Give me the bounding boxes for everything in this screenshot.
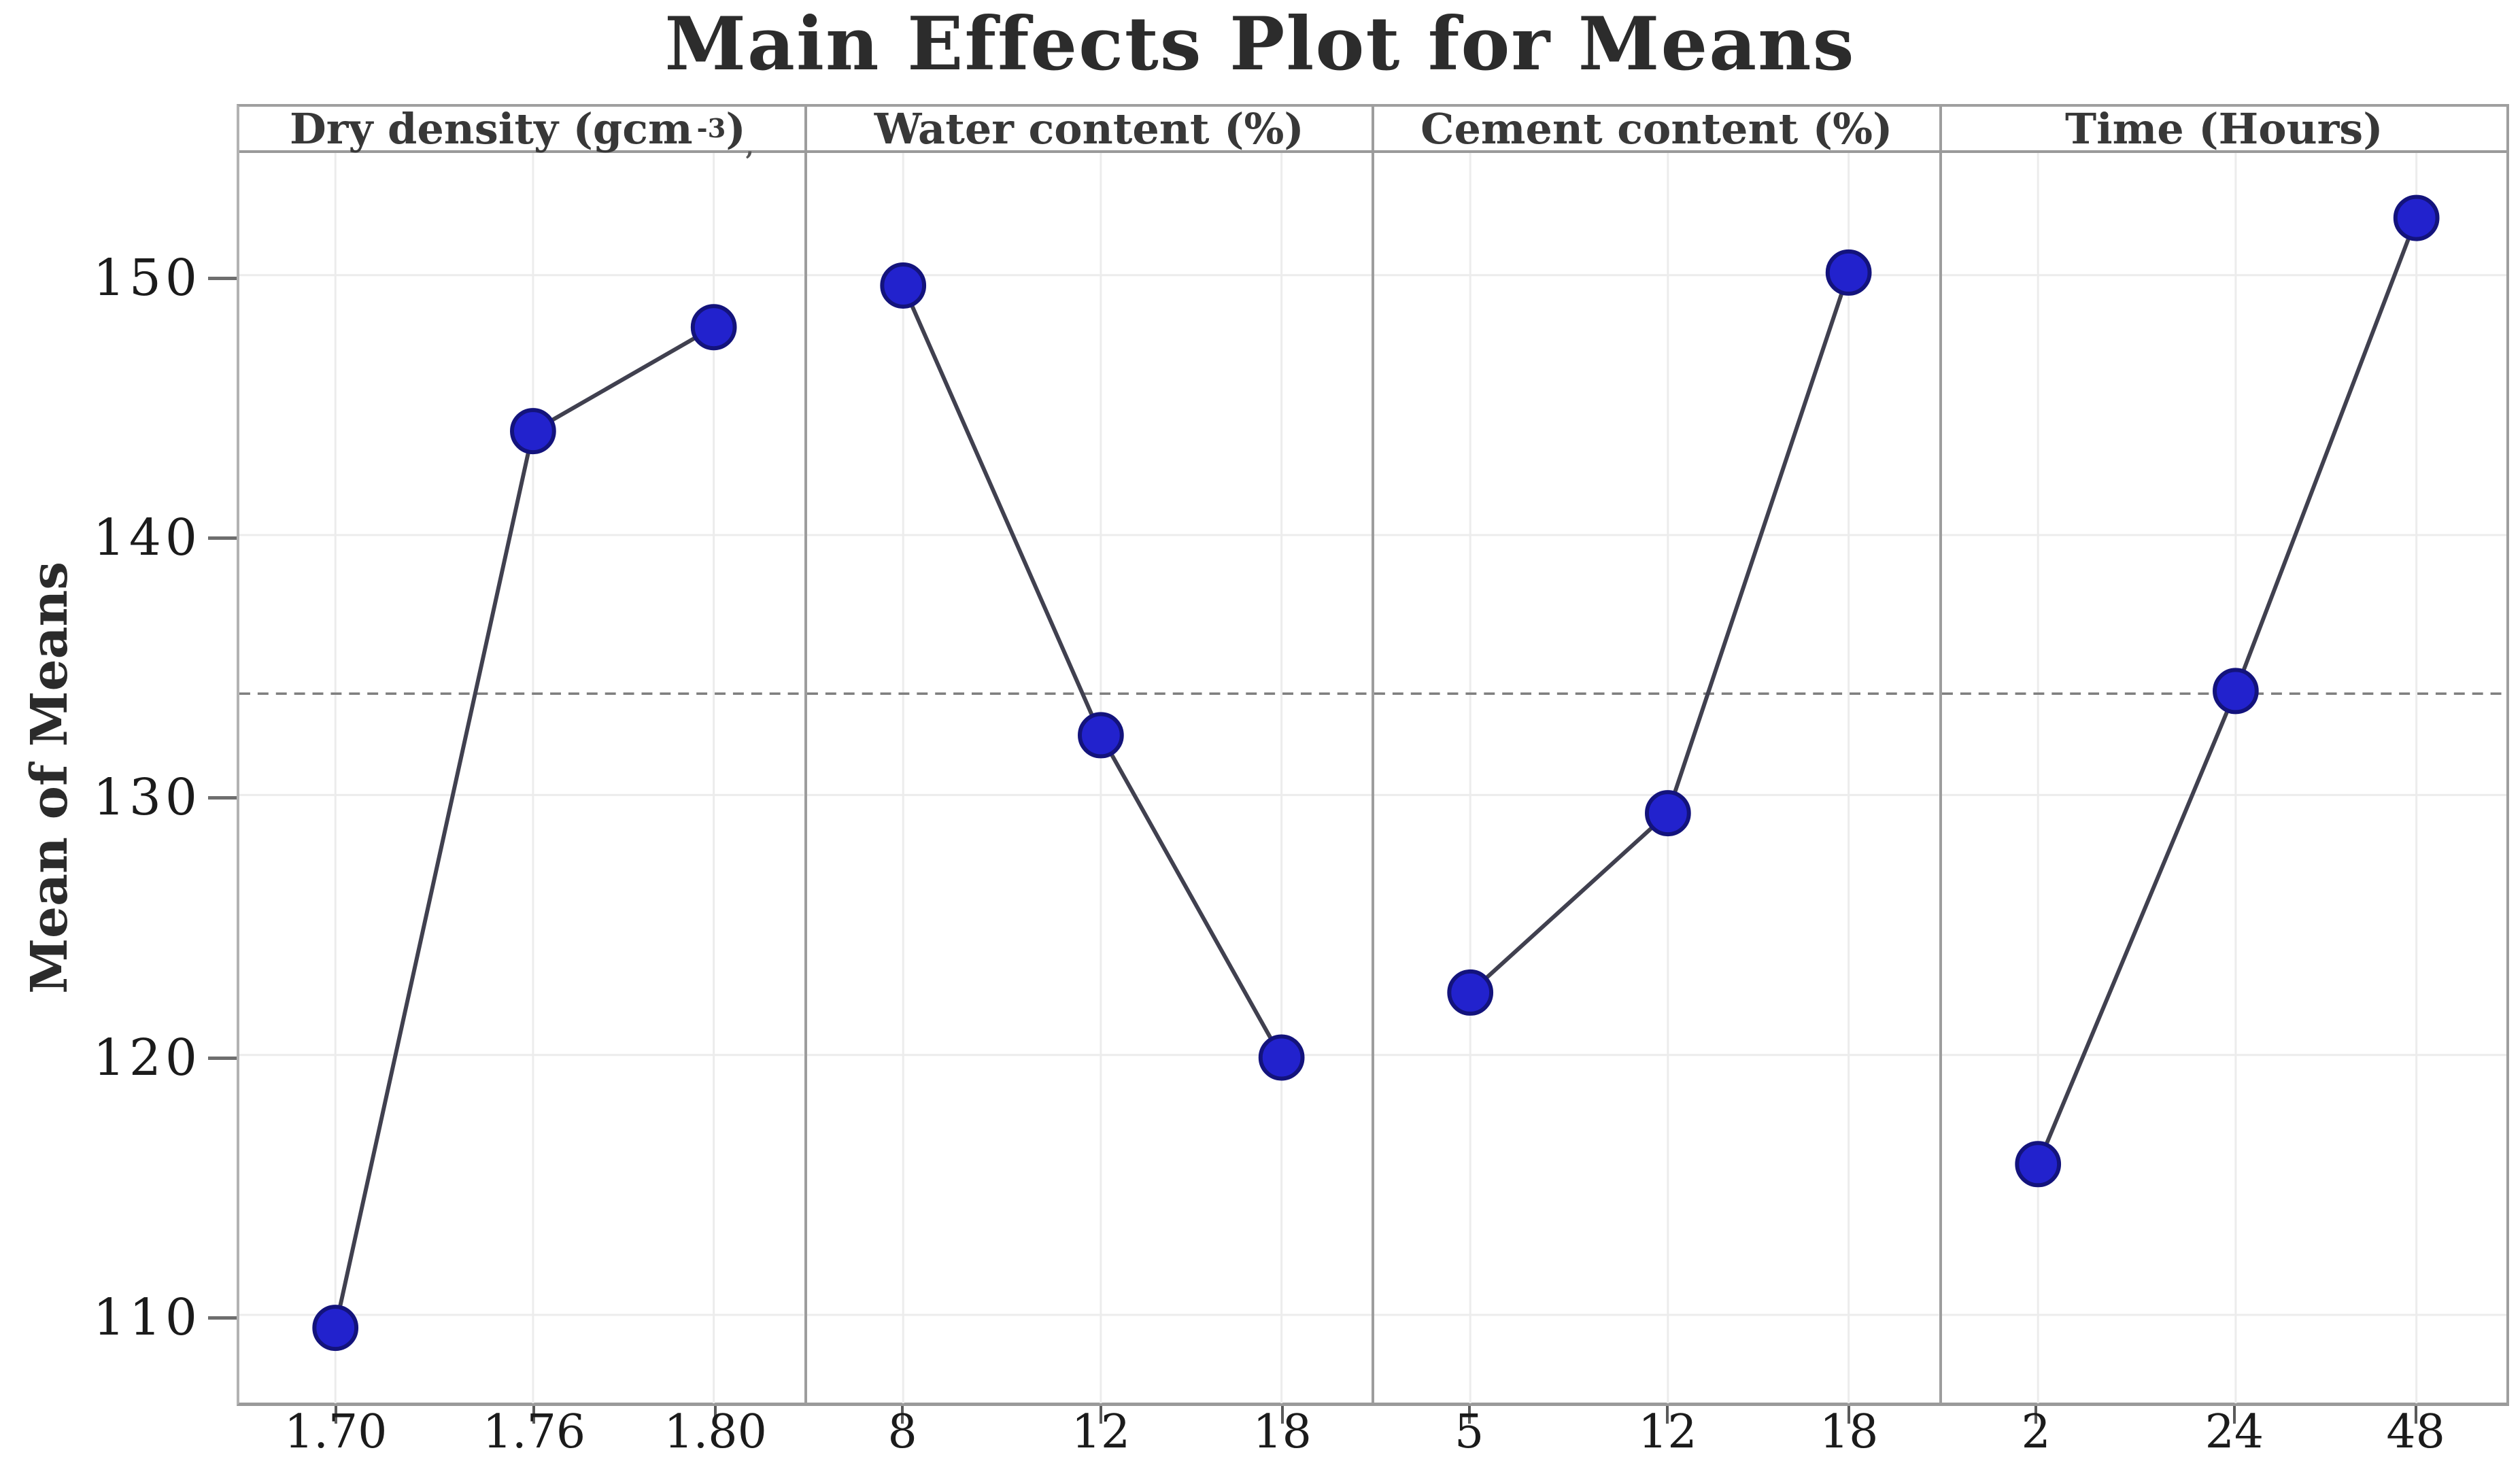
x-tick-label: 18 — [1819, 1405, 1879, 1459]
panel-header-time: Time (Hours) — [2064, 103, 2383, 154]
data-point — [1825, 249, 1872, 296]
panel-header-dry-density-text: Dry density (gcm — [289, 103, 693, 154]
x-tick-label: 5 — [1454, 1405, 1484, 1459]
x-tick-mark — [2034, 1406, 2038, 1424]
data-point — [1258, 1034, 1305, 1081]
x-tick-mark — [1099, 1406, 1102, 1424]
y-tick-mark — [208, 1056, 237, 1060]
data-point — [690, 304, 737, 351]
panel-header-water-content: Water content (%) — [807, 104, 1374, 154]
x-tick-label: 48 — [2386, 1405, 2445, 1459]
panel-2 — [806, 153, 1374, 1403]
data-point — [1077, 712, 1124, 759]
x-tick-mark — [901, 1406, 904, 1424]
panel-header-cement-content: Cement content (%) — [1374, 104, 1942, 154]
x-tick-label: 1.80 — [664, 1405, 767, 1459]
panel-1 — [239, 153, 807, 1403]
panel-svg-4 — [1941, 153, 2506, 1403]
panel-svg-2 — [806, 153, 1372, 1403]
y-tick-label: 120 — [92, 1028, 201, 1087]
panel-header-band: Dry density (gcm -3), Water content (%) C… — [239, 103, 2506, 161]
panel-svg-1 — [239, 153, 804, 1403]
panel-header-dry-density-paren: ) — [726, 103, 746, 154]
y-tick-label: 110 — [92, 1288, 201, 1347]
series-line — [900, 284, 1283, 1059]
data-point — [1645, 790, 1691, 837]
x-tick-label: 12 — [1638, 1405, 1697, 1459]
y-tick-mark — [208, 1316, 237, 1320]
x-tick-mark — [334, 1406, 337, 1424]
data-point — [2014, 1141, 2061, 1188]
y-tick-mark — [208, 276, 237, 280]
y-tick-label: 150 — [92, 248, 201, 307]
panel-svg-3 — [1374, 153, 1939, 1403]
panel-header-dry-density: Dry density (gcm -3), — [239, 104, 807, 161]
x-tick-mark — [2232, 1406, 2236, 1424]
series-line — [333, 325, 715, 1328]
plot-area: Dry density (gcm -3), Water content (%) C… — [237, 104, 2509, 1406]
x-tick-mark — [2414, 1406, 2417, 1424]
x-tick-label: 18 — [1253, 1405, 1312, 1459]
x-tick-mark — [1280, 1406, 1284, 1424]
data-point — [1447, 969, 1494, 1016]
x-tick-mark — [1666, 1406, 1669, 1424]
x-tick-label: 1.76 — [482, 1405, 586, 1459]
x-tick-label: 12 — [1071, 1405, 1131, 1459]
y-tick-label: 130 — [92, 768, 201, 827]
x-tick-mark — [1467, 1406, 1471, 1424]
x-tick-label: 24 — [2204, 1405, 2264, 1459]
x-tick-mark — [532, 1406, 536, 1424]
chart-title: Main Effects Plot for Means — [664, 1, 1856, 87]
x-tick-label: 8 — [887, 1405, 917, 1459]
data-point — [2393, 194, 2440, 241]
series-line — [1469, 271, 1851, 995]
panel-header-dry-density-comma-artifact: , — [745, 134, 754, 161]
data-point — [2212, 668, 2259, 715]
x-tick-label: 2 — [2021, 1405, 2051, 1459]
x-tick-label: 1.70 — [284, 1405, 388, 1459]
panel-3 — [1374, 153, 1942, 1403]
panel-header-dry-density-superscript: -3 — [696, 113, 726, 144]
x-tick-mark — [714, 1406, 717, 1424]
panel-4 — [1941, 153, 2506, 1403]
y-tick-mark — [208, 536, 237, 540]
data-point — [312, 1305, 359, 1352]
x-tick-mark — [1848, 1406, 1851, 1424]
y-tick-mark — [208, 796, 237, 800]
y-tick-label: 140 — [92, 509, 201, 568]
data-point — [510, 408, 556, 455]
panels-container — [239, 153, 2506, 1403]
data-point — [879, 262, 926, 309]
